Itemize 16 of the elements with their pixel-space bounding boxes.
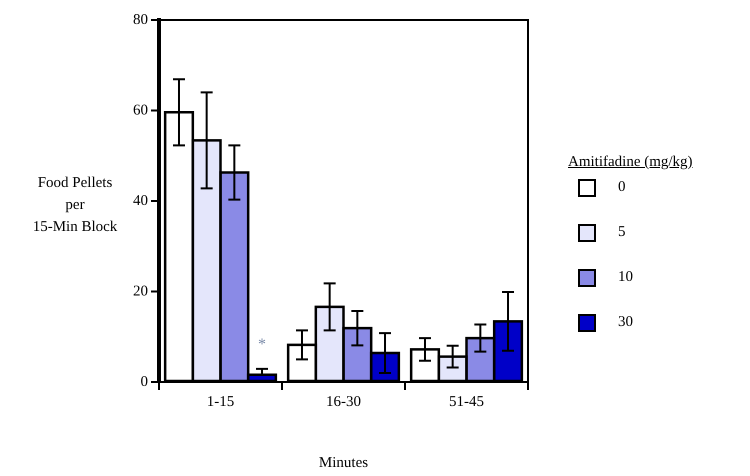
x-tick-label: 1-15 [206, 394, 234, 410]
x-tick-label: 16-30 [326, 394, 361, 410]
y-tick-label: 80 [133, 12, 148, 28]
annotation: * [258, 336, 266, 353]
y-tick-label: 40 [133, 192, 148, 209]
legend-title: Amitifadine (mg/kg) [568, 154, 693, 171]
legend-label: 30 [618, 314, 633, 331]
y-axis-title: Food Pellets per 15-Min Block [32, 175, 118, 235]
y-tick-label: 20 [133, 283, 148, 300]
y-tick-label: 0 [140, 374, 148, 390]
x-axis-title: Minutes [318, 454, 368, 471]
x-tick-label: 51-45 [449, 394, 484, 410]
legend-label: 10 [618, 269, 633, 286]
legend-label: 5 [618, 224, 626, 241]
legend-label: 0 [618, 179, 626, 196]
y-tick-label: 60 [133, 102, 148, 118]
